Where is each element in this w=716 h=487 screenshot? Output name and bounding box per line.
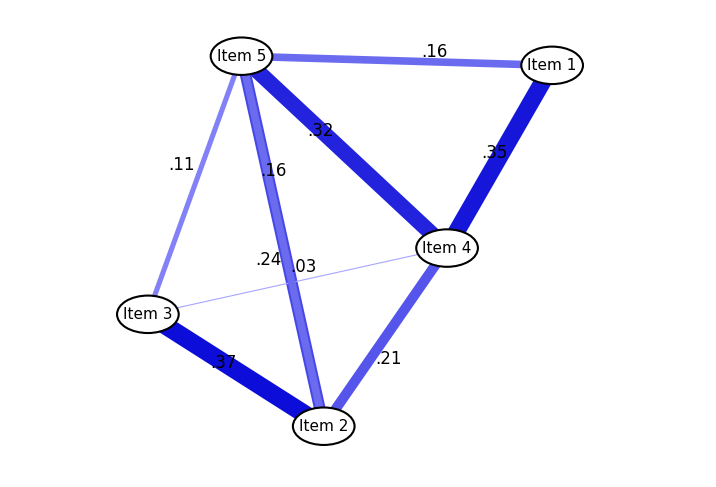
Ellipse shape	[293, 408, 354, 445]
Ellipse shape	[416, 229, 478, 267]
Text: Item 3: Item 3	[123, 307, 173, 322]
Text: Item 1: Item 1	[528, 58, 577, 73]
Text: .35: .35	[481, 144, 508, 162]
Text: .24: .24	[256, 251, 281, 269]
Text: .03: .03	[290, 258, 316, 276]
Text: Item 5: Item 5	[217, 49, 266, 64]
Text: .16: .16	[261, 162, 287, 180]
Text: .32: .32	[307, 122, 334, 140]
Ellipse shape	[211, 37, 272, 75]
Text: Item 2: Item 2	[299, 419, 349, 434]
Text: Item 4: Item 4	[422, 241, 472, 256]
Text: .37: .37	[210, 354, 236, 372]
Text: .11: .11	[168, 156, 195, 173]
Ellipse shape	[521, 47, 583, 84]
Ellipse shape	[117, 296, 179, 333]
Text: .21: .21	[376, 350, 402, 368]
Text: .16: .16	[421, 43, 448, 61]
